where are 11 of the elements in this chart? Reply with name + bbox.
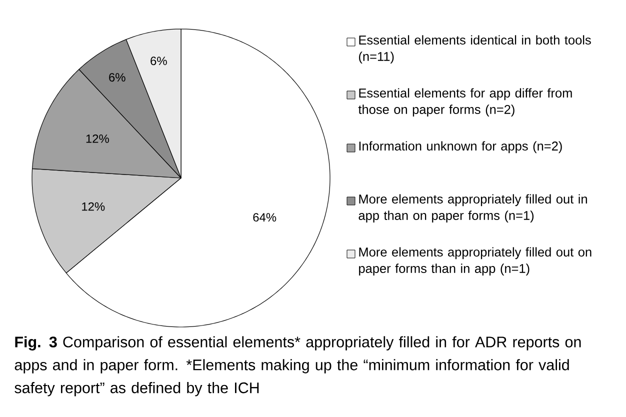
legend-label: Information unknown for apps (n=2): [359, 141, 562, 154]
data-label: 6%: [109, 73, 126, 82]
data-label: 12%: [82, 202, 105, 211]
text: Fig. 3 Comparison of essential elements* appropriately filled in for ADR reports on apps and in paper form. *Elements making up the “minimum information for valid safety report” as defined by the ICH: [14, 336, 581, 396]
data-label: 12%: [86, 134, 109, 143]
legend-label: More elements appropriately filled out on paper forms than in app (n=1): [359, 247, 592, 276]
legend-label: Essential elements identical in both tools (n=11): [359, 35, 591, 64]
data-label: 6%: [150, 56, 167, 66]
legend-label: More elements appropriately filled out in app than on paper forms (n=1): [358, 194, 587, 223]
data-label: 64%: [253, 213, 276, 222]
legend-label: Essential elements for app differ from those on paper forms (n=2): [358, 88, 572, 117]
